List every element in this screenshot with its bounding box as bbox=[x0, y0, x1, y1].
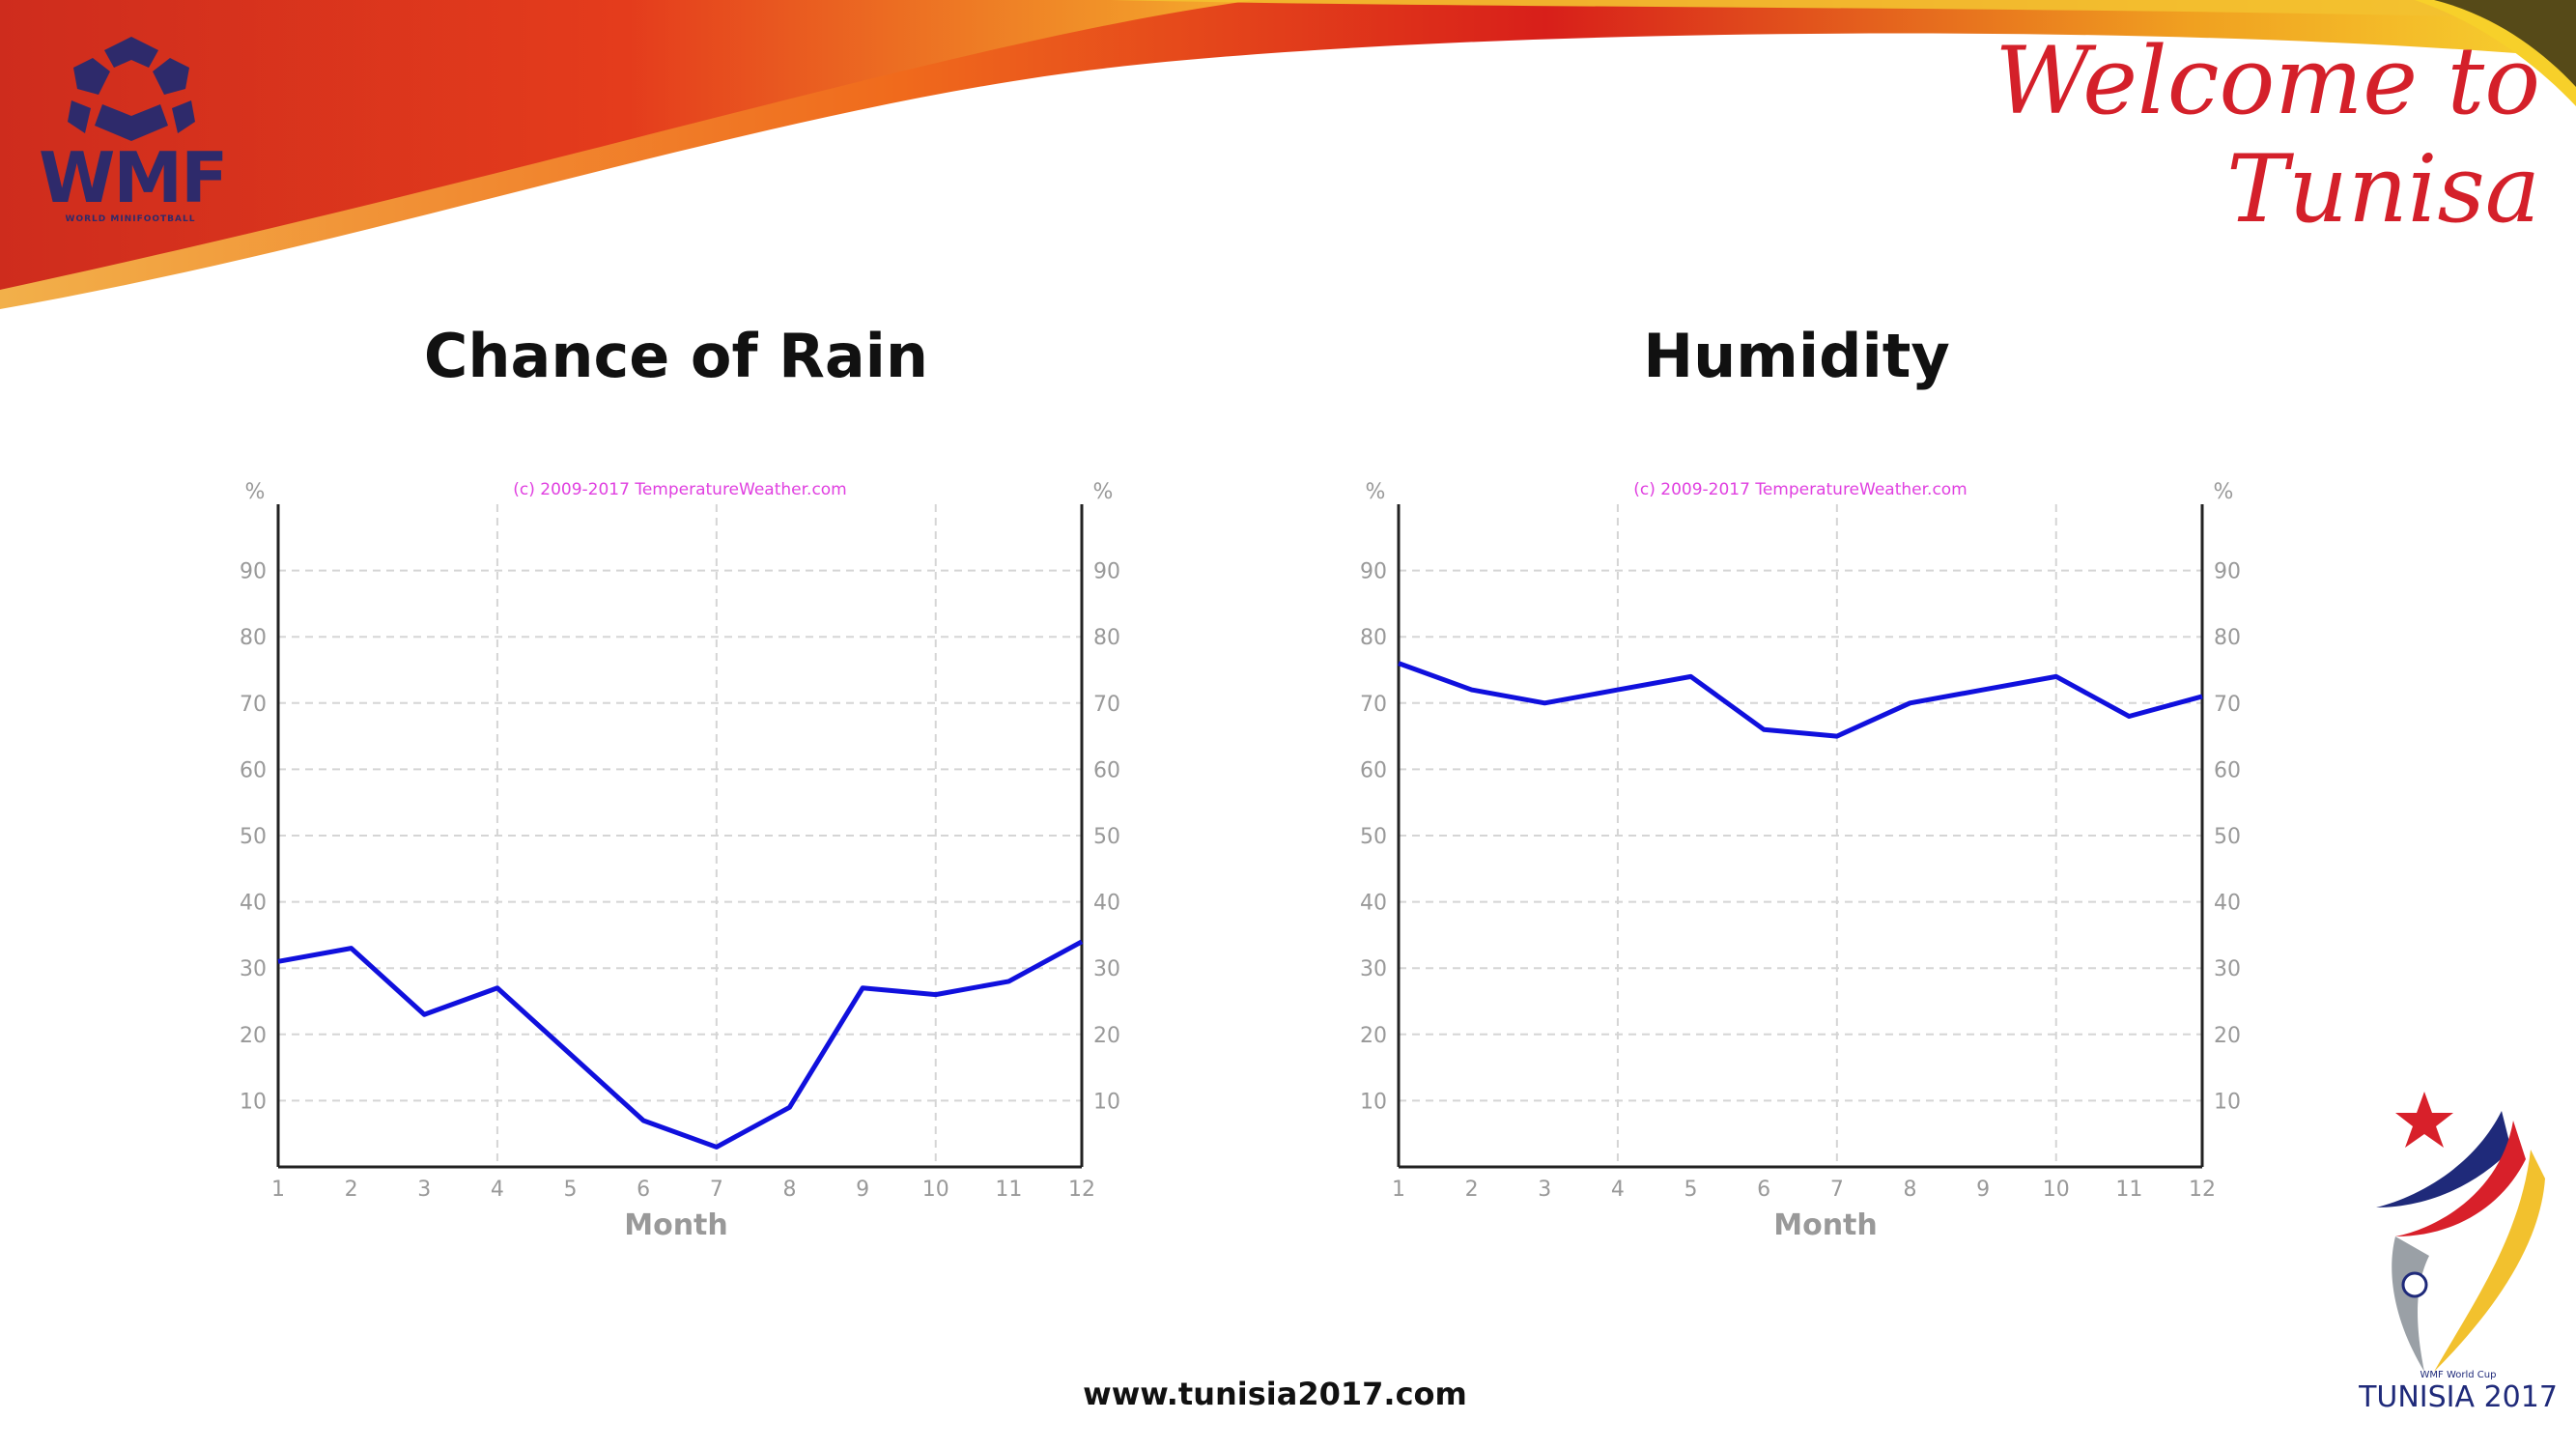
y-tick-label-right: 80 bbox=[1093, 626, 1120, 650]
y-tick-label-right: 40 bbox=[1093, 892, 1120, 916]
watermark: (c) 2009-2017 TemperatureWeather.com bbox=[513, 480, 847, 499]
y-tick-label-left: 90 bbox=[240, 560, 267, 584]
x-tick-label: 2 bbox=[345, 1178, 358, 1202]
y-tick-label-right: 30 bbox=[1093, 957, 1120, 981]
y-tick-label-left: 80 bbox=[240, 626, 267, 650]
x-tick-label: 11 bbox=[2115, 1178, 2142, 1202]
y-tick-label-left: 20 bbox=[240, 1024, 267, 1048]
footer-url: www.tunisia2017.com bbox=[1083, 1376, 1467, 1412]
x-axis-label: Month bbox=[624, 1208, 728, 1242]
x-tick-label: 11 bbox=[995, 1178, 1022, 1202]
x-tick-label: 5 bbox=[564, 1178, 578, 1202]
x-tick-label: 7 bbox=[1830, 1178, 1844, 1202]
x-tick-label: 6 bbox=[1757, 1178, 1770, 1202]
y-tick-label-left: 30 bbox=[1360, 957, 1387, 981]
watermark: (c) 2009-2017 TemperatureWeather.com bbox=[1633, 480, 1967, 499]
tunisia-logo-caption: WMF World Cup bbox=[2420, 1370, 2497, 1380]
x-tick-label: 10 bbox=[922, 1178, 949, 1202]
x-tick-label: 4 bbox=[1611, 1178, 1625, 1202]
y-tick-label-right: 70 bbox=[2214, 693, 2241, 717]
x-tick-label: 12 bbox=[2189, 1178, 2216, 1202]
y-tick-label-left: 60 bbox=[1360, 758, 1387, 782]
y-tick-label-left: 70 bbox=[240, 693, 267, 717]
x-tick-label: 3 bbox=[417, 1178, 431, 1202]
y-tick-label-left: 40 bbox=[1360, 892, 1387, 916]
y-tick-label-right: 90 bbox=[2214, 560, 2241, 584]
series-line bbox=[277, 939, 1084, 1150]
y-tick-label-left: 10 bbox=[240, 1090, 267, 1114]
tunisia-logo-text: TUNISIA 2017 bbox=[2358, 1380, 2558, 1414]
y-tick-label-left: 50 bbox=[240, 825, 267, 849]
y-tick-label-left: 30 bbox=[240, 957, 267, 981]
tunisia-2017-logo: WMF World Cup TUNISIA 2017 bbox=[2358, 1092, 2558, 1414]
rain-chart: (c) 2009-2017 TemperatureWeather.com % %… bbox=[240, 480, 1120, 1242]
y-tick-label-left: 80 bbox=[1360, 626, 1387, 650]
wmf-logo-text: WMF bbox=[39, 137, 228, 218]
y-tick-label-left: 50 bbox=[1360, 825, 1387, 849]
y-tick-label-right: 50 bbox=[1093, 825, 1120, 849]
x-tick-label: 9 bbox=[856, 1178, 869, 1202]
y-axis-label-right: % bbox=[2214, 480, 2234, 504]
x-tick-label: 8 bbox=[782, 1178, 796, 1202]
y-tick-label-left: 70 bbox=[1360, 693, 1387, 717]
header-swoosh bbox=[0, 0, 2576, 309]
y-tick-label-right: 60 bbox=[1093, 758, 1120, 782]
y-tick-label-left: 10 bbox=[1360, 1090, 1387, 1114]
humidity-chart: (c) 2009-2017 TemperatureWeather.com % %… bbox=[1360, 480, 2241, 1242]
y-tick-label-right: 10 bbox=[2214, 1090, 2241, 1114]
y-tick-label-left: 60 bbox=[240, 758, 267, 782]
wmf-logo bbox=[68, 37, 195, 141]
x-tick-label: 7 bbox=[710, 1178, 723, 1202]
y-tick-label-left: 20 bbox=[1360, 1024, 1387, 1048]
x-tick-label: 4 bbox=[491, 1178, 504, 1202]
y-tick-label-right: 50 bbox=[2214, 825, 2241, 849]
y-tick-label-right: 60 bbox=[2214, 758, 2241, 782]
x-tick-label: 5 bbox=[1684, 1178, 1698, 1202]
welcome-heading: Welcome to Tunisa bbox=[1995, 27, 2540, 243]
x-tick-label: 10 bbox=[2043, 1178, 2070, 1202]
x-axis-label: Month bbox=[1773, 1208, 1878, 1242]
x-tick-label: 3 bbox=[1538, 1178, 1551, 1202]
wmf-logo-subtext: WORLD MINIFOOTBALL bbox=[65, 214, 196, 224]
y-tick-label-right: 90 bbox=[1093, 560, 1120, 584]
y-axis-label-left: % bbox=[1366, 480, 1386, 504]
y-tick-label-right: 20 bbox=[2214, 1024, 2241, 1048]
x-tick-label: 12 bbox=[1068, 1178, 1095, 1202]
y-axis-label-left: % bbox=[245, 480, 266, 504]
x-tick-label: 8 bbox=[1903, 1178, 1916, 1202]
x-tick-label: 2 bbox=[1465, 1178, 1479, 1202]
x-tick-label: 6 bbox=[637, 1178, 650, 1202]
chart-title-humidity: Humidity bbox=[1643, 321, 1950, 391]
y-tick-label-right: 10 bbox=[1093, 1090, 1120, 1114]
x-tick-label: 9 bbox=[1976, 1178, 1990, 1202]
chart-title-rain: Chance of Rain bbox=[423, 321, 929, 391]
y-axis-label-right: % bbox=[1093, 480, 1114, 504]
series-line bbox=[1398, 661, 2203, 739]
x-tick-label: 1 bbox=[1392, 1178, 1405, 1202]
y-tick-label-left: 90 bbox=[1360, 560, 1387, 584]
y-tick-label-left: 40 bbox=[240, 892, 267, 916]
y-tick-label-right: 70 bbox=[1093, 693, 1120, 717]
y-tick-label-right: 30 bbox=[2214, 957, 2241, 981]
y-tick-label-right: 80 bbox=[2214, 626, 2241, 650]
x-tick-label: 1 bbox=[271, 1178, 285, 1202]
y-tick-label-right: 20 bbox=[1093, 1024, 1120, 1048]
y-tick-label-right: 40 bbox=[2214, 892, 2241, 916]
